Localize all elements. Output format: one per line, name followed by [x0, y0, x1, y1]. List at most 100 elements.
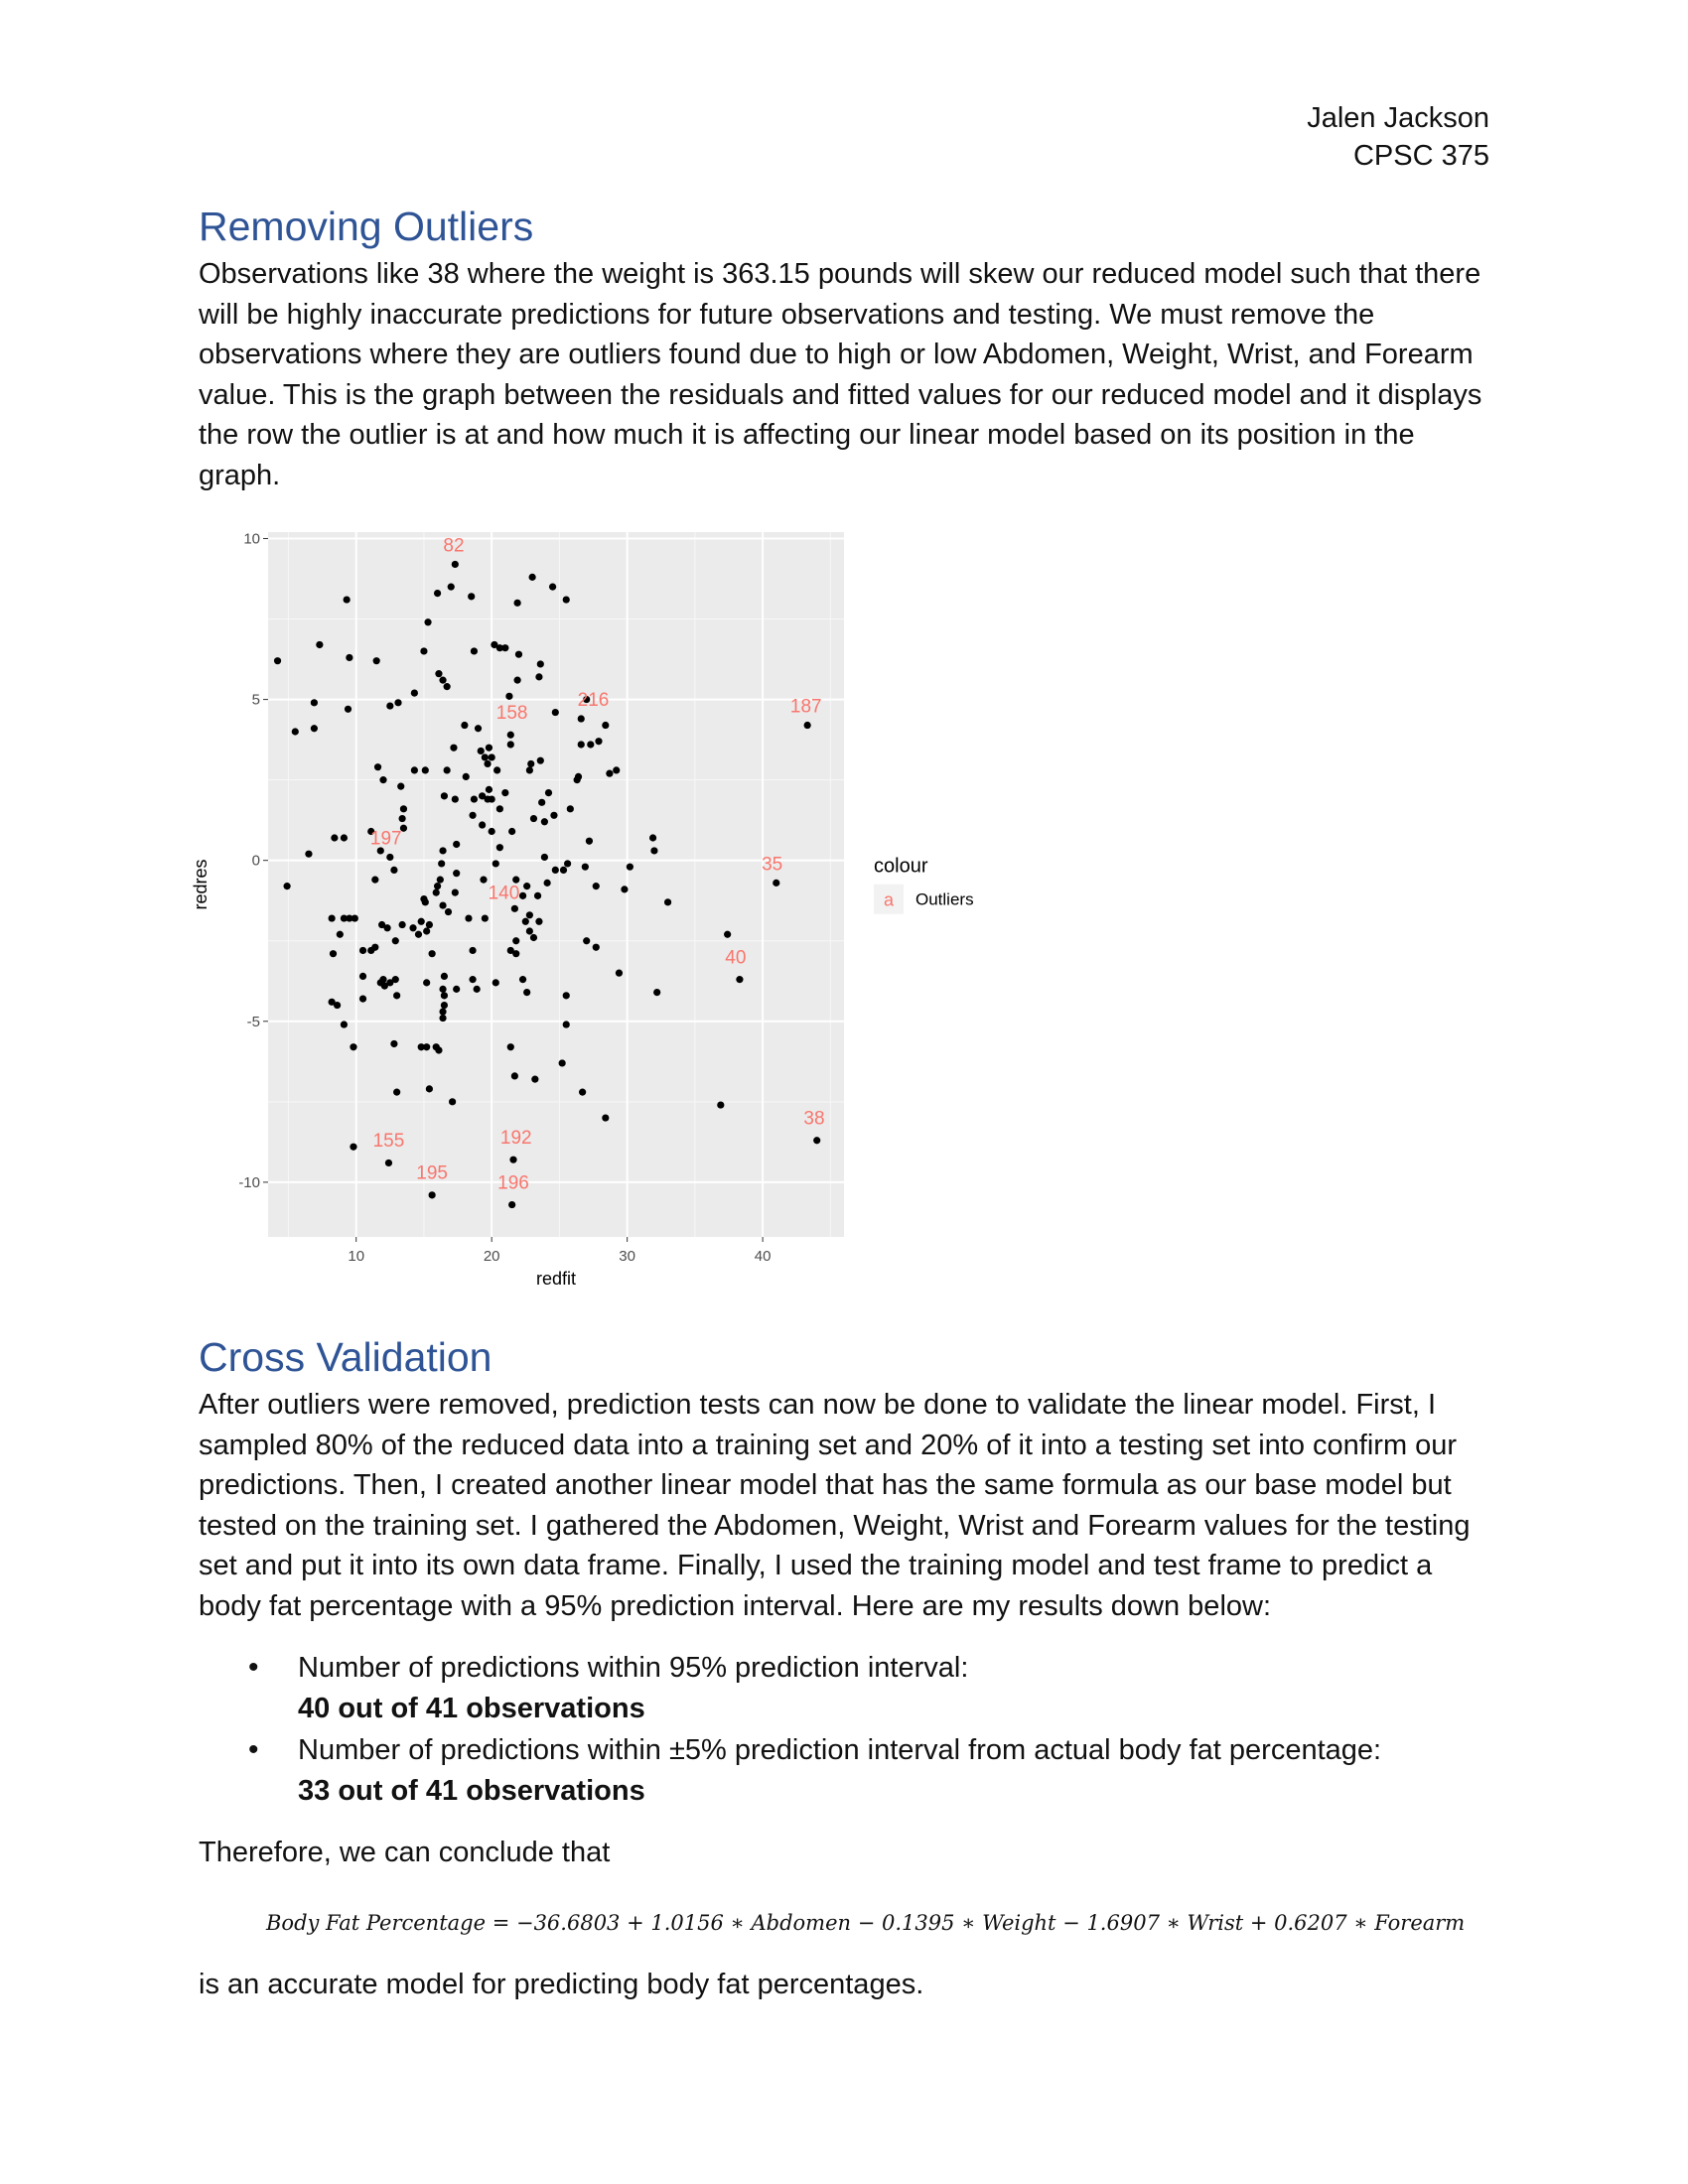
plot-outlier-labels: 82 158 216 187 197 35 140 40 38 155 192 195 196 — [370, 535, 825, 1193]
data-point — [329, 950, 338, 958]
data-point — [581, 863, 589, 871]
data-point — [423, 1043, 431, 1051]
result-description: Number of predictions within ±5% predict… — [298, 1734, 1382, 1766]
data-point — [508, 827, 516, 836]
data-point — [465, 914, 473, 922]
outlier-label: 40 — [725, 947, 746, 968]
data-point — [663, 898, 672, 906]
model-formula: Body Fat Percentage = −36.6803 + 1.0156 … — [266, 1910, 1466, 1935]
data-point — [453, 985, 461, 993]
plot-axes: 10 20 30 40 10 5 0 -5 -10 — [238, 530, 771, 1265]
x-axis-label: redfit — [536, 1269, 576, 1289]
data-point — [506, 741, 514, 749]
document-body: Removing Outliers Observations like 38 w… — [191, 199, 1489, 2004]
data-point — [540, 818, 548, 826]
data-point — [449, 1098, 457, 1106]
data-point — [495, 844, 503, 852]
data-point — [438, 860, 446, 868]
data-point — [566, 805, 574, 813]
data-point — [469, 976, 477, 984]
data-point — [813, 1137, 821, 1145]
data-point — [328, 914, 336, 922]
data-point — [484, 759, 492, 768]
data-point — [440, 992, 449, 1000]
data-point — [577, 715, 585, 723]
data-point — [433, 589, 442, 598]
data-point — [410, 766, 418, 774]
data-point — [538, 798, 546, 806]
data-point — [432, 888, 440, 896]
data-point — [613, 766, 621, 774]
outlier-label: 82 — [443, 535, 464, 556]
data-point — [340, 834, 349, 842]
data-point — [525, 911, 533, 919]
data-point — [508, 1200, 516, 1209]
data-point — [398, 920, 406, 929]
data-point — [399, 805, 408, 813]
y-tick-label: -10 — [238, 1174, 260, 1191]
data-point — [470, 795, 479, 803]
data-point — [461, 721, 469, 730]
data-point — [343, 596, 351, 604]
data-point — [409, 924, 417, 932]
data-point — [386, 979, 394, 987]
data-point — [273, 657, 282, 665]
plot-points — [273, 560, 821, 1209]
legend-title: colour — [874, 856, 928, 878]
plot-panel — [268, 532, 844, 1237]
data-point — [621, 886, 629, 893]
data-point — [393, 1088, 401, 1096]
data-point — [424, 618, 432, 626]
data-point — [564, 860, 572, 868]
data-point — [391, 976, 399, 984]
data-point — [492, 860, 499, 868]
data-point — [488, 795, 495, 803]
result-item-95-interval: Number of predictions within 95% predict… — [248, 1648, 1489, 1728]
data-point — [358, 946, 367, 955]
data-point — [562, 992, 570, 1000]
y-axis-label: redres — [191, 859, 211, 909]
data-point — [453, 840, 461, 849]
outlier-label: 197 — [370, 828, 402, 849]
data-point — [394, 699, 402, 707]
data-point — [583, 695, 591, 704]
author-name: Jalen Jackson — [1307, 102, 1489, 134]
data-point — [803, 721, 811, 730]
section-paragraph-outliers: Observations like 38 where the weight is… — [199, 258, 1482, 491]
data-point — [626, 863, 633, 871]
data-point — [523, 989, 531, 997]
data-point — [450, 744, 458, 751]
data-point — [595, 738, 603, 746]
data-point — [417, 1043, 425, 1051]
data-point — [439, 1014, 447, 1023]
data-point — [518, 976, 527, 984]
section-title-cross-validation: Cross Validation — [199, 1334, 492, 1380]
data-point — [536, 660, 544, 668]
data-point — [414, 930, 423, 938]
section-title-removing-outliers: Removing Outliers — [199, 204, 534, 249]
data-point — [481, 914, 489, 922]
data-point — [479, 821, 487, 829]
data-point — [506, 731, 514, 739]
data-point — [421, 766, 429, 774]
data-point — [474, 725, 483, 733]
legend-key-box — [874, 884, 904, 914]
data-point — [444, 907, 453, 916]
data-point — [606, 769, 614, 777]
data-point — [386, 853, 394, 862]
data-point — [376, 847, 384, 855]
data-point — [512, 876, 520, 884]
data-point — [521, 917, 529, 925]
data-point — [470, 647, 479, 655]
data-point — [485, 785, 493, 793]
outlier-label: 35 — [762, 854, 782, 875]
y-tick-label: 0 — [252, 853, 260, 870]
data-point — [505, 692, 513, 700]
data-point — [525, 766, 533, 774]
data-point — [334, 1001, 342, 1010]
data-point — [393, 992, 401, 1000]
data-point — [509, 1156, 517, 1163]
result-value: 33 out of 41 observations — [298, 1774, 645, 1807]
data-point — [573, 776, 581, 784]
data-point — [378, 920, 386, 929]
